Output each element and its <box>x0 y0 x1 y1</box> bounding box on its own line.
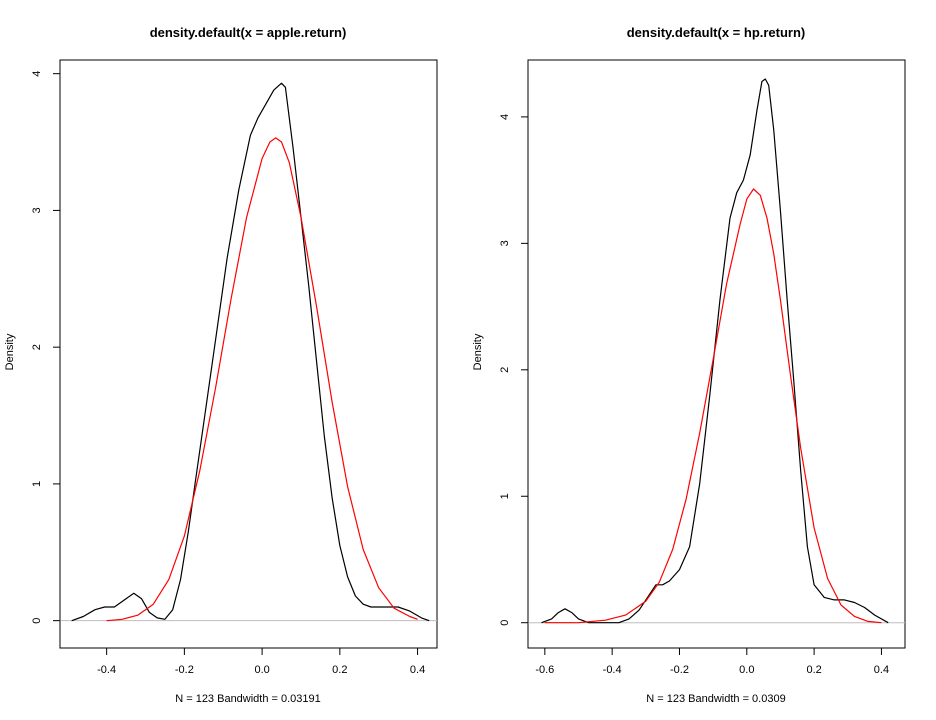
x-tick-label: 0.0 <box>739 664 754 676</box>
y-tick-label: 0 <box>31 618 43 624</box>
normal-density-line <box>544 188 882 624</box>
kernel-density-line <box>71 82 430 622</box>
y-tick-label: 3 <box>499 240 511 246</box>
normal-density-line <box>106 137 418 622</box>
panel-title: density.default(x = apple.return) <box>150 25 347 40</box>
x-tick-label: -0.2 <box>670 664 689 676</box>
x-tick-label: -0.6 <box>535 664 554 676</box>
y-tick-label: 1 <box>499 493 511 499</box>
kernel-density-line <box>541 78 889 624</box>
y-tick-label: 2 <box>31 344 43 350</box>
y-tick-label: 3 <box>31 207 43 213</box>
x-tick-label: 0.0 <box>254 664 269 676</box>
y-tick-label: 4 <box>31 71 43 77</box>
panel-hp-density: density.default(x = hp.return) N = 123 B… <box>472 25 906 705</box>
x-axis-label: N = 123 Bandwidth = 0.0309 <box>646 693 785 705</box>
plot-area: -0.6 -0.4 -0.2 0.0 0.2 0.4 0 1 2 3 4 <box>499 59 906 676</box>
y-tick-label: 1 <box>31 481 43 487</box>
y-axis-label: Density <box>472 333 484 370</box>
x-tick-label: 0.4 <box>874 664 889 676</box>
x-tick-label: 0.2 <box>332 664 347 676</box>
x-tick-label: 0.2 <box>806 664 821 676</box>
plot-area: -0.4 -0.2 0.0 0.2 0.4 0 1 2 3 4 <box>31 59 438 676</box>
y-axis-label: Density <box>4 333 16 370</box>
panel-apple-density: density.default(x = apple.return) N = 12… <box>4 25 438 705</box>
x-tick-label: -0.2 <box>175 664 194 676</box>
y-tick-label: 0 <box>499 620 511 626</box>
x-tick-label: -0.4 <box>603 664 622 676</box>
y-tick-label: 2 <box>499 367 511 373</box>
x-tick-label: 0.4 <box>410 664 425 676</box>
x-axis-label: N = 123 Bandwidth = 0.03191 <box>175 693 321 705</box>
y-tick-label: 4 <box>499 114 511 120</box>
x-tick-label: -0.4 <box>97 664 116 676</box>
panel-title: density.default(x = hp.return) <box>627 25 806 40</box>
